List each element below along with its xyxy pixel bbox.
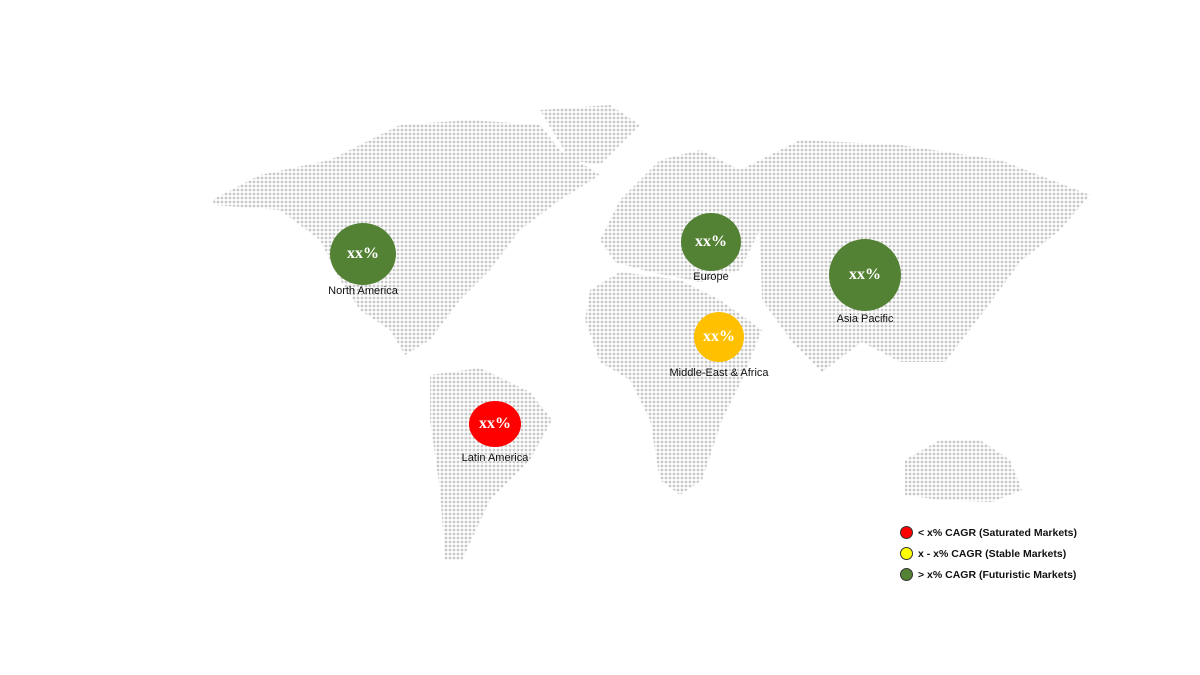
region-label: Latin America bbox=[461, 452, 529, 464]
region-label: Asia Pacific bbox=[836, 313, 894, 325]
continent-north-america bbox=[212, 120, 600, 355]
legend-item-saturated: < x% CAGR (Saturated Markets) bbox=[900, 522, 1077, 543]
region-value: xx% bbox=[479, 415, 511, 432]
region-bubble: xx% bbox=[829, 239, 901, 311]
red-dot-icon bbox=[900, 526, 913, 539]
continent-australia bbox=[905, 440, 1022, 502]
legend-label: x - x% CAGR (Stable Markets) bbox=[918, 547, 1067, 560]
region-value: xx% bbox=[695, 233, 727, 250]
region-label: North America bbox=[328, 285, 398, 297]
legend-item-futuristic: > x% CAGR (Futuristic Markets) bbox=[900, 564, 1077, 585]
continent-south-america bbox=[430, 368, 552, 560]
region-label: Middle-East & Africa bbox=[669, 367, 769, 379]
green-dot-icon bbox=[900, 568, 913, 581]
legend: < x% CAGR (Saturated Markets) x - x% CAG… bbox=[900, 522, 1077, 585]
region-value: xx% bbox=[703, 328, 735, 345]
region-bubble: xx% bbox=[469, 401, 521, 447]
region-value: xx% bbox=[347, 245, 379, 262]
continent-greenland bbox=[540, 105, 640, 165]
legend-label: < x% CAGR (Saturated Markets) bbox=[918, 526, 1078, 539]
region-bubble: xx% bbox=[330, 223, 396, 285]
yellow-dot-icon bbox=[900, 547, 913, 560]
region-label: Europe bbox=[693, 271, 729, 283]
continent-africa bbox=[585, 272, 762, 495]
continent-asia bbox=[740, 140, 1090, 372]
legend-item-stable: x - x% CAGR (Stable Markets) bbox=[900, 543, 1077, 564]
legend-label: > x% CAGR (Futuristic Markets) bbox=[918, 568, 1077, 581]
region-bubble: xx% bbox=[694, 312, 744, 362]
region-bubble: xx% bbox=[681, 213, 741, 271]
region-value: xx% bbox=[849, 266, 881, 283]
continent-europe bbox=[600, 150, 760, 282]
